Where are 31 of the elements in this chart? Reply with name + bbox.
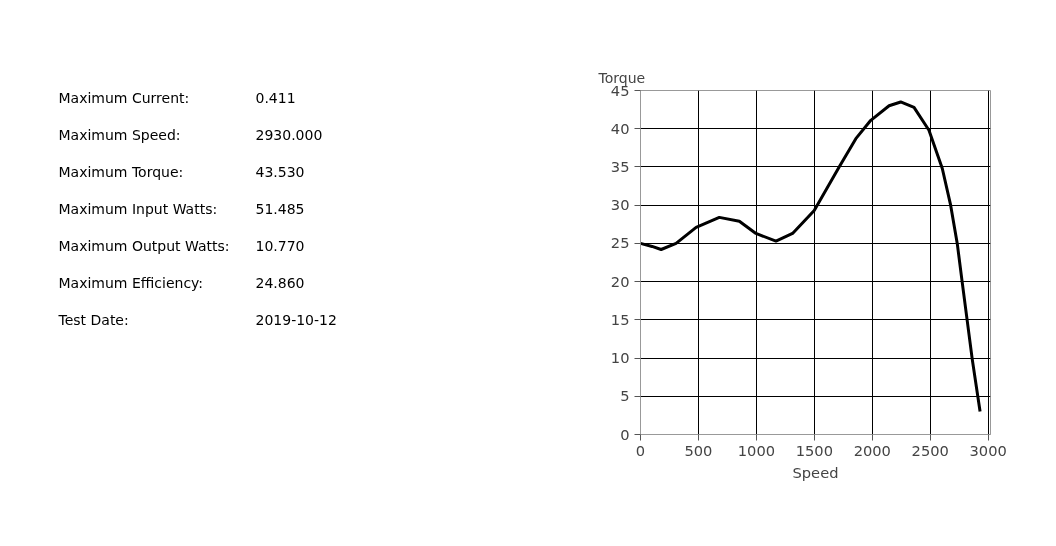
x-tick-label: 1000 [737, 441, 776, 459]
x-tick-label: 2500 [911, 441, 949, 459]
text: 24.860 [255, 274, 305, 291]
y-tick-label: 5 [620, 387, 630, 405]
y-tick-label: 15 [610, 310, 630, 328]
text: Maximum Current: [58, 89, 190, 106]
x-tick-label: 2000 [853, 441, 891, 459]
text: 10.770 [255, 237, 305, 254]
y-tick-label: 0 [620, 425, 630, 443]
x-tick-label: 500 [684, 441, 713, 459]
y-tick-label: 30 [610, 196, 630, 214]
y-tick-label: 10 [610, 349, 630, 367]
y-tick-label: 40 [610, 119, 630, 137]
text: 43.530 [255, 163, 305, 180]
text: Maximum Torque: [58, 163, 184, 180]
y-tick-label: 35 [610, 157, 630, 175]
x-axis-title: Speed [792, 463, 839, 481]
text: Maximum Efficiency: [58, 274, 204, 291]
text: 2019-10-12 [255, 311, 337, 328]
x-tick-label: 0 [635, 441, 646, 459]
text: Test Date: [57, 311, 129, 328]
text: Maximum Speed: [58, 126, 181, 143]
x-tick-label: 1500 [795, 441, 833, 459]
y-tick-label: 20 [610, 272, 630, 290]
y-tick-label: 25 [610, 234, 630, 252]
text: Maximum Input Watts: [58, 200, 218, 217]
x-tick-label: 3000 [969, 441, 1007, 459]
text: Maximum Output Watts: [58, 237, 230, 254]
text: 0.411 [255, 89, 296, 106]
text: 51.485 [255, 200, 305, 217]
text: 2930.000 [255, 126, 323, 143]
